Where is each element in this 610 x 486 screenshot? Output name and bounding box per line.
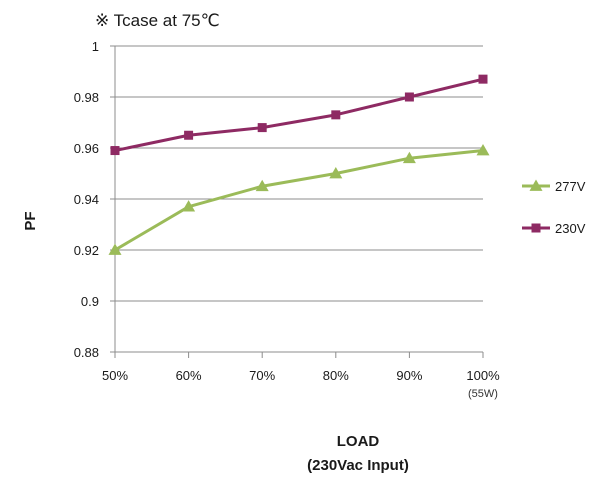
- data-point-230V: [110, 146, 120, 156]
- series-line-230V: [114, 77, 484, 153]
- x-tick-label: 60%: [176, 368, 202, 383]
- x-tick-sublabel: (55W): [468, 388, 498, 400]
- data-point-277V: [329, 167, 343, 179]
- x-tick-label: 90%: [396, 368, 422, 383]
- data-point-277V: [476, 144, 490, 156]
- data-point-277V: [255, 179, 269, 192]
- y-tick-label: 0.94: [74, 192, 99, 207]
- legend-label-277V: 277V: [555, 179, 586, 194]
- y-tick-label: 0.96: [74, 141, 99, 156]
- y-tick-label: 1: [92, 39, 99, 54]
- y-tick-label: 0.98: [74, 90, 99, 105]
- y-axis-title: PF: [22, 211, 39, 230]
- data-point-277V: [108, 243, 122, 255]
- x-tick-label: 70%: [249, 368, 275, 383]
- data-point-230V: [331, 110, 341, 120]
- x-axis-subtitle: (230Vac Input): [307, 457, 409, 474]
- y-tick-label: 0.9: [81, 294, 99, 309]
- data-point-230V: [257, 123, 267, 133]
- x-tick-label: 100%: [466, 368, 500, 383]
- legend-marker-277V: [529, 179, 543, 191]
- data-point-277V: [402, 151, 416, 164]
- series-lines: [108, 74, 490, 255]
- x-tick-label: 80%: [323, 368, 349, 383]
- x-tick-labels: 50% 60% 70% 80% 90% 100% (55W): [102, 368, 500, 400]
- x-tick-label: 50%: [102, 368, 128, 383]
- data-point-230V: [184, 130, 194, 140]
- x-axis-title: LOAD: [337, 433, 380, 450]
- series-line-277V: [114, 149, 484, 252]
- data-point-277V: [182, 200, 196, 212]
- y-tick-labels: 0.88 0.9 0.92 0.94 0.96 0.98 1: [74, 39, 99, 360]
- legend: 277V 230V: [522, 179, 586, 236]
- tcase-note: ※ Tcase at 75℃: [95, 11, 220, 30]
- data-point-230V: [478, 74, 488, 84]
- data-point-230V: [404, 92, 414, 102]
- y-tick-label: 0.92: [74, 243, 99, 258]
- legend-label-230V: 230V: [555, 221, 586, 236]
- legend-marker-230V: [531, 223, 541, 233]
- y-tick-label: 0.88: [74, 345, 99, 360]
- grid-lines: [115, 45, 483, 353]
